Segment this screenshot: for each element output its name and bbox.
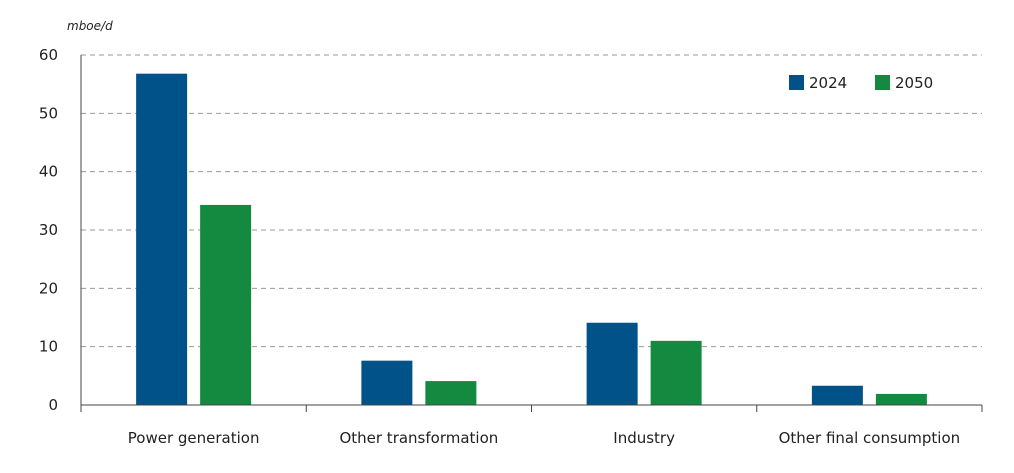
y-axis-unit-label: mboe/d [67,19,113,33]
y-tick-label: 40 [39,163,58,181]
category-label: Other final consumption [779,429,961,447]
gridlines [81,54,982,348]
bar-2050 [425,381,477,405]
bar-2024 [136,73,188,406]
y-tick-label: 20 [39,279,58,297]
category-label: Power generation [128,429,260,447]
y-tick-label: 60 [39,46,58,64]
y-tick-labels: 0 10 20 30 40 50 60 [39,46,58,414]
category-labels: Power generation Other transformation Indu… [128,429,960,447]
y-tick-label: 0 [48,396,58,414]
bar-2024 [811,385,863,405]
y-tick-label: 50 [39,104,58,122]
bar-2050 [200,204,252,405]
y-tick-label: 10 [39,338,58,356]
axes [80,55,983,412]
y-tick-label: 30 [39,221,58,239]
bar-2050 [650,340,702,405]
category-label: Industry [613,429,675,447]
bars [136,73,927,406]
bar-2024 [586,322,638,405]
legend-label: 2024 [809,74,847,92]
bar-2024 [361,360,413,405]
legend-swatch-2024 [789,75,804,90]
legend: 2024 2050 [789,74,933,92]
category-label: Other transformation [339,429,498,447]
legend-swatch-2050 [875,75,890,90]
bar-2050 [875,393,927,405]
legend-label: 2050 [895,74,933,92]
